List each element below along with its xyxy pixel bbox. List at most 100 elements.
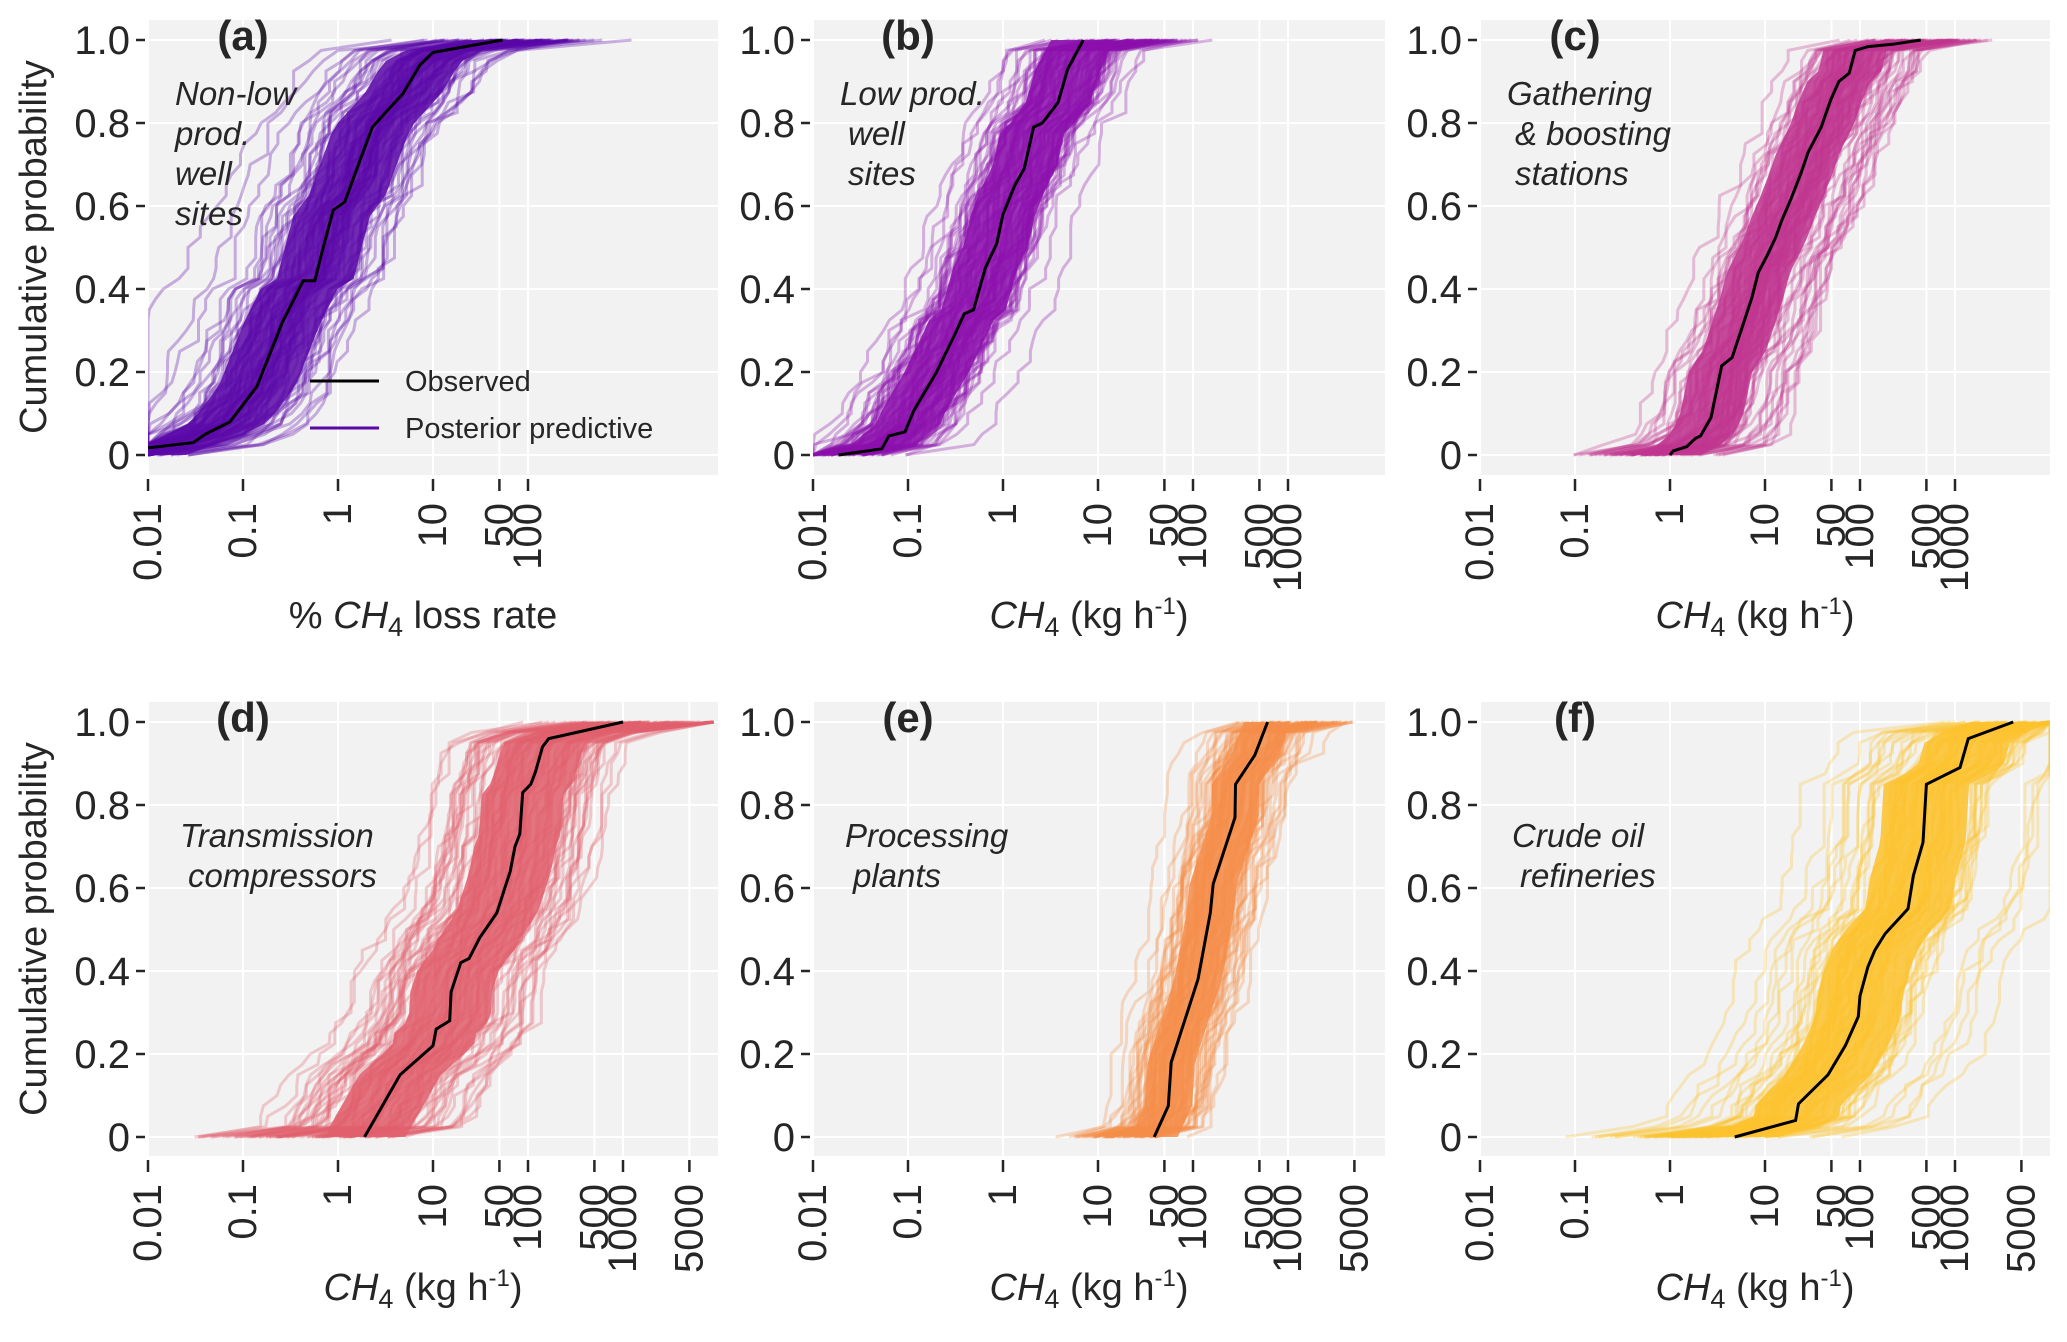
x-tick-label: 10 (1076, 1184, 1120, 1229)
x-label-suffix: (kg h (1059, 595, 1154, 637)
panel-tag: (d) (216, 694, 270, 741)
posterior-line (198, 720, 611, 1139)
y-tick-label: 0.4 (1406, 950, 1462, 994)
y-tick-label: 0.2 (739, 1033, 795, 1077)
posterior-line (1637, 720, 1978, 1139)
annotation-line: sites (175, 195, 243, 232)
posterior-line (1579, 38, 1851, 457)
x-tick-label: 0.1 (221, 503, 265, 559)
posterior-line (148, 38, 509, 455)
posterior-line (1681, 38, 1989, 457)
posterior-core-band (1707, 722, 2045, 1137)
panel-tag: (f) (1554, 694, 1596, 741)
posterior-line (1699, 38, 1982, 457)
x-label-close: ) (1842, 1267, 1855, 1309)
posterior-line (1150, 720, 1348, 1139)
observed-line (1734, 720, 2014, 1139)
x-tick-label: 0.01 (126, 503, 170, 581)
posterior-line (235, 720, 567, 1139)
posterior-line (1141, 720, 1353, 1139)
annotation-line: well (175, 155, 234, 192)
x-tick-label: 1000 (1266, 503, 1310, 592)
panel-tag: (a) (217, 12, 268, 59)
panel-annotation: Gathering & boosting stations (1507, 75, 1672, 192)
posterior-line (1614, 720, 1951, 1139)
observed-line (147, 38, 503, 450)
x-axis-label: % CH4 loss rate (289, 595, 557, 642)
posterior-line (148, 38, 446, 455)
posterior-line (1672, 38, 1959, 457)
posterior-line (1075, 720, 1239, 1139)
posterior-line (1186, 720, 1329, 1139)
y-tick-label: 0.2 (1406, 351, 1462, 395)
posterior-line (148, 38, 449, 455)
posterior-line (1698, 38, 1967, 457)
annotation-line: Non-low (175, 75, 298, 112)
x-tick-label: 10 (1743, 503, 1787, 548)
x-label-species: CH (324, 1267, 379, 1309)
x-tick-label: 1 (981, 1184, 1025, 1206)
posterior-line (1598, 720, 1993, 1139)
x-tick-label: 1 (1648, 503, 1692, 525)
x-tick-label: 500 (1904, 1184, 1948, 1251)
y-tick-label: 0.6 (739, 185, 795, 229)
x-tick-label: 500 (1237, 1184, 1281, 1251)
posterior-line (1811, 722, 2050, 1139)
posterior-line (148, 38, 428, 455)
x-label-species: CH (990, 595, 1045, 637)
x-tick-label: 1 (981, 503, 1025, 525)
panel-tag: (e) (882, 694, 933, 741)
observed-line (363, 720, 624, 1138)
x-tick-label: 0.01 (126, 1184, 170, 1262)
posterior-line (1682, 38, 1940, 457)
posterior-line (364, 720, 714, 1139)
posterior-line (1134, 720, 1353, 1139)
posterior-line (148, 38, 566, 457)
posterior-line (813, 38, 1053, 457)
y-tick-label: 0 (773, 434, 795, 478)
posterior-line (813, 38, 1059, 457)
posterior-line (342, 720, 714, 1139)
posterior-line (1055, 720, 1248, 1139)
posterior-line (1777, 722, 2050, 1139)
posterior-line (1092, 720, 1259, 1139)
y-tick-label: 0.2 (739, 351, 795, 395)
annotation-line: Transmission (180, 817, 374, 854)
posterior-line (404, 720, 714, 1139)
posterior-line (1696, 38, 1977, 457)
y-tick-label: 0.8 (1406, 102, 1462, 146)
posterior-line (222, 720, 580, 1139)
posterior-line (1715, 38, 1960, 457)
posterior-line (1155, 720, 1324, 1139)
posterior-line (1648, 38, 1957, 457)
x-tick-label: 500 (1904, 503, 1948, 570)
x-tick-label: 1000 (601, 1184, 645, 1273)
y-tick-label: 0 (108, 1116, 130, 1160)
x-tick-label: 0.1 (221, 1184, 265, 1240)
x-axis-label: CH4 (kg h-1) (990, 1265, 1189, 1314)
x-label-suffix: (kg h (1725, 595, 1820, 637)
ylabel-bottom: Cumulative probability (13, 742, 55, 1116)
posterior-line (1654, 720, 1956, 1139)
annotation-line: sites (848, 155, 916, 192)
y-tick-label: 0.4 (739, 268, 795, 312)
annotation-line: Crude oil (1512, 817, 1646, 854)
posterior-line (148, 38, 425, 455)
x-label-subscript: 4 (1710, 612, 1725, 642)
posterior-line (1074, 720, 1272, 1139)
posterior-line (1587, 38, 1896, 457)
y-tick-label: 0.4 (739, 950, 795, 994)
posterior-line (1150, 720, 1342, 1139)
x-label-subscript: 4 (1710, 1284, 1725, 1314)
x-tick-label: 10 (1076, 503, 1120, 548)
posterior-core-band (148, 40, 518, 455)
x-tick-label: 1000 (1266, 1184, 1310, 1273)
x-label-superscript: -1 (1820, 1265, 1841, 1292)
x-label-superscript: -1 (1820, 593, 1841, 620)
y-tick-label: 0.4 (74, 268, 130, 312)
ylabel-top: Cumulative probability (13, 60, 55, 434)
posterior-line (881, 38, 1169, 457)
posterior-line (1765, 720, 2050, 1139)
x-axis-label: CH4 (kg h-1) (990, 593, 1189, 642)
